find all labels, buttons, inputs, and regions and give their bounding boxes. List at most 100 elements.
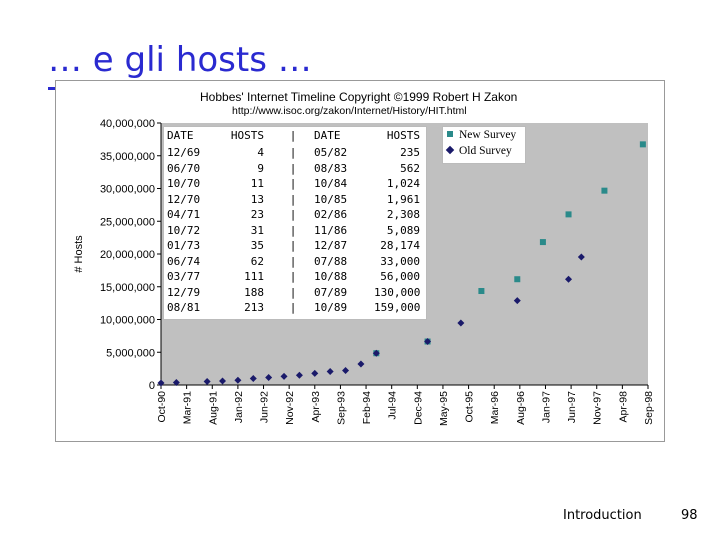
x-tick-label: Nov-92 (284, 391, 296, 425)
table-cell: | (289, 177, 297, 190)
y-tick-label: 0 (149, 380, 155, 392)
x-tick-label: May-95 (438, 391, 450, 426)
x-tick-label: Feb-94 (361, 391, 373, 424)
x-tick-label: Sep-98 (643, 391, 655, 425)
table-cell: 05/82 (314, 146, 348, 159)
x-tick-label: Aug-96 (515, 391, 527, 425)
table-cell: 11 (250, 177, 264, 190)
diamond-marker-icon (445, 145, 455, 155)
table-cell: | (289, 254, 297, 268)
table-cell: 12/87 (314, 239, 348, 252)
table-cell: 10/70 (167, 177, 201, 190)
table-cell: 4 (257, 146, 264, 159)
old-survey-point (457, 319, 465, 327)
old-survey-point (265, 374, 273, 382)
old-survey-point (372, 349, 380, 357)
table-cell: 235 (400, 146, 420, 159)
chart-legend: New Survey Old Survey (442, 126, 526, 164)
table-cell: 07/89 (314, 285, 348, 299)
table-cell: 02/86 (314, 208, 348, 221)
old-survey-point (326, 368, 334, 376)
new-survey-point (478, 288, 485, 295)
old-survey-point (295, 371, 303, 379)
table-cell: 9 (257, 161, 264, 175)
table-cell: 08/83 (314, 161, 348, 175)
table-cell: 62 (250, 254, 264, 268)
old-survey-point (234, 376, 242, 384)
table-cell: 56,000 (380, 270, 420, 283)
table-cell: 06/74 (167, 254, 201, 268)
legend-item-old-survey: Old Survey (445, 145, 512, 161)
table-cell: 23 (250, 208, 264, 221)
table-cell: DATE (167, 129, 194, 142)
table-cell: 08/81 (167, 301, 201, 314)
table-cell: 13 (250, 192, 264, 206)
table-cell: | (289, 270, 297, 283)
table-cell: 1,024 (386, 177, 420, 190)
old-survey-point (157, 379, 165, 387)
old-survey-point (357, 360, 365, 368)
table-cell: 10/89 (314, 301, 348, 314)
x-tick-label: Apr-98 (617, 391, 629, 423)
table-cell: 10/85 (314, 192, 348, 206)
table-cell: 562 (400, 161, 420, 175)
x-tick-label: Jun-97 (566, 391, 578, 423)
host-count-table: DATE HOSTS | DATE HOSTS 12/69 4 | 05/82 235 06/70 9… (163, 126, 427, 320)
table-cell: | (289, 301, 297, 314)
table-cell: | (289, 208, 297, 221)
table-cell: | (289, 192, 297, 206)
old-survey-point (565, 275, 573, 283)
old-survey-point (513, 297, 521, 305)
table-cell: 03/77 (167, 270, 201, 283)
table-cell: 12/70 (167, 192, 201, 206)
x-tick-label: Oct-90 (156, 391, 168, 423)
old-survey-point (577, 253, 585, 261)
table-row: 10/72 31 | 11/86 5,089 (164, 224, 426, 237)
square-marker-icon (447, 131, 453, 137)
y-tick-label: 25,000,000 (100, 216, 155, 228)
y-tick-label: 35,000,000 (100, 151, 155, 163)
table-cell: | (289, 146, 297, 159)
table-cell: 130,000 (374, 285, 421, 299)
x-tick-label: Jan-92 (233, 391, 245, 423)
x-tick-label: Oct-95 (464, 391, 476, 423)
table-cell: 28,174 (380, 239, 420, 252)
table-cell: 31 (250, 223, 264, 237)
table-cell: HOSTS (230, 129, 264, 142)
table-cell: 213 (244, 301, 264, 314)
slide-title: … e gli hosts … (48, 40, 312, 80)
old-survey-point (342, 366, 350, 374)
old-survey-point (424, 337, 432, 345)
chart-title: Hobbes' Internet Timeline Copyright ©199… (200, 90, 518, 104)
x-tick-label: Apr-93 (310, 391, 322, 423)
legend-label-new-survey: New Survey (459, 129, 517, 141)
old-survey-point (203, 377, 211, 385)
x-tick-label: Jul-94 (387, 391, 399, 420)
table-cell: | (289, 161, 297, 175)
old-survey-point (280, 372, 288, 380)
y-tick-label: 5,000,000 (106, 347, 155, 359)
y-tick-label: 20,000,000 (100, 249, 155, 261)
table-row: 06/70 9 | 08/83 562 (164, 162, 426, 175)
table-cell: 12/79 (167, 285, 201, 299)
table-row: 04/71 23 | 02/86 2,308 (164, 208, 426, 221)
table-cell: 35 (250, 239, 264, 252)
legend-item-new-survey: New Survey (447, 129, 516, 145)
table-row: 03/77 111 | 10/88 56,000 (164, 270, 426, 283)
x-tick-label: Mar-96 (489, 391, 501, 424)
table-cell: | (289, 223, 297, 237)
table-cell: 10/84 (314, 177, 348, 190)
table-cell: 5,089 (386, 223, 420, 237)
old-survey-point (172, 379, 180, 387)
page-number: 98 (681, 508, 698, 523)
y-tick-label: 15,000,000 (100, 282, 155, 294)
table-cell: | (289, 129, 297, 142)
table-cell: 11/86 (314, 223, 348, 237)
x-tick-label: Mar-91 (182, 391, 194, 424)
table-header: DATE HOSTS | DATE HOSTS (164, 129, 426, 142)
chart-subtitle: http://www.isoc.org/zakon/Internet/Histo… (232, 105, 467, 117)
table-row: 12/69 4 | 05/82 235 (164, 146, 426, 159)
new-survey-point (514, 276, 521, 283)
table-cell: 2,308 (386, 208, 420, 221)
table-cell: 1,961 (386, 192, 420, 206)
